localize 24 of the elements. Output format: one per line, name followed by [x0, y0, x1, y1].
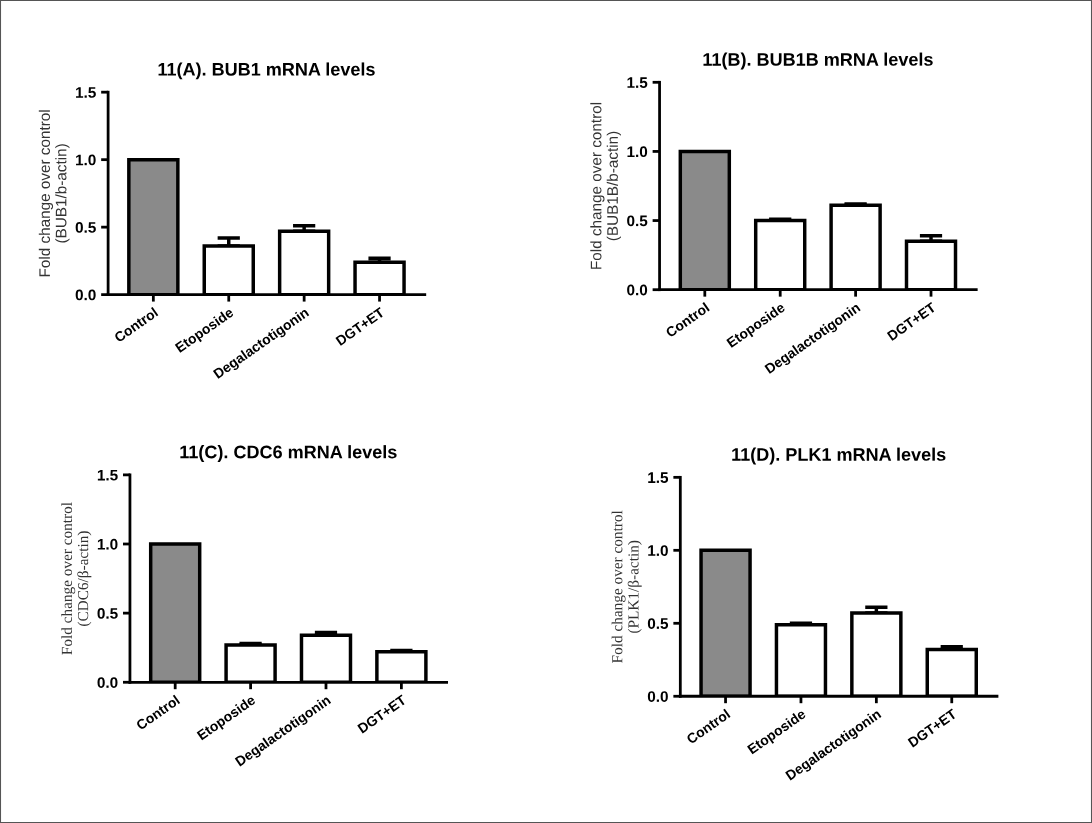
y-tick-label: 1.5 — [627, 77, 648, 88]
chart-title: 11(D). PLK1 mRNA levels — [732, 447, 946, 465]
y-tick-label: 0.5 — [97, 608, 118, 619]
chart-title: 11(B). BUB1B mRNA levels — [703, 52, 933, 70]
y-tick-label: 0.0 — [627, 284, 648, 296]
y-tick-label: 0.5 — [627, 215, 648, 227]
y-tick-label: 0.0 — [97, 677, 118, 688]
y-tick-label: 0.0 — [647, 691, 668, 702]
y-axis-title: Fold change over control (BUB1/b-actin) — [38, 110, 70, 277]
y-tick-label: 0.5 — [75, 222, 96, 233]
y-axis-title: Fold change over control (BUB1B/b-actin) — [590, 102, 621, 269]
chart-title: 11(A). BUB1 mRNA levels — [158, 62, 375, 80]
chart-title: 11(C). CDC6 mRNA levels — [180, 445, 397, 462]
y-tick-label: 0.5 — [647, 618, 669, 629]
y-tick-label: 1.0 — [648, 545, 668, 556]
y-axis-title: Fold change over control (CDC6/β-actin) — [61, 502, 92, 655]
y-tick-label: 1.0 — [76, 154, 96, 166]
y-tick-label: 1.5 — [76, 87, 96, 98]
y-tick-label: 1.5 — [648, 472, 669, 484]
y-tick-label: 1.0 — [627, 146, 648, 158]
y-tick-label: 1.0 — [97, 538, 118, 550]
y-axis-title: Fold change over control (PLK1/β-actin) — [611, 510, 642, 663]
y-tick-label: 0.0 — [75, 289, 96, 301]
y-tick-label: 1.5 — [97, 469, 118, 481]
